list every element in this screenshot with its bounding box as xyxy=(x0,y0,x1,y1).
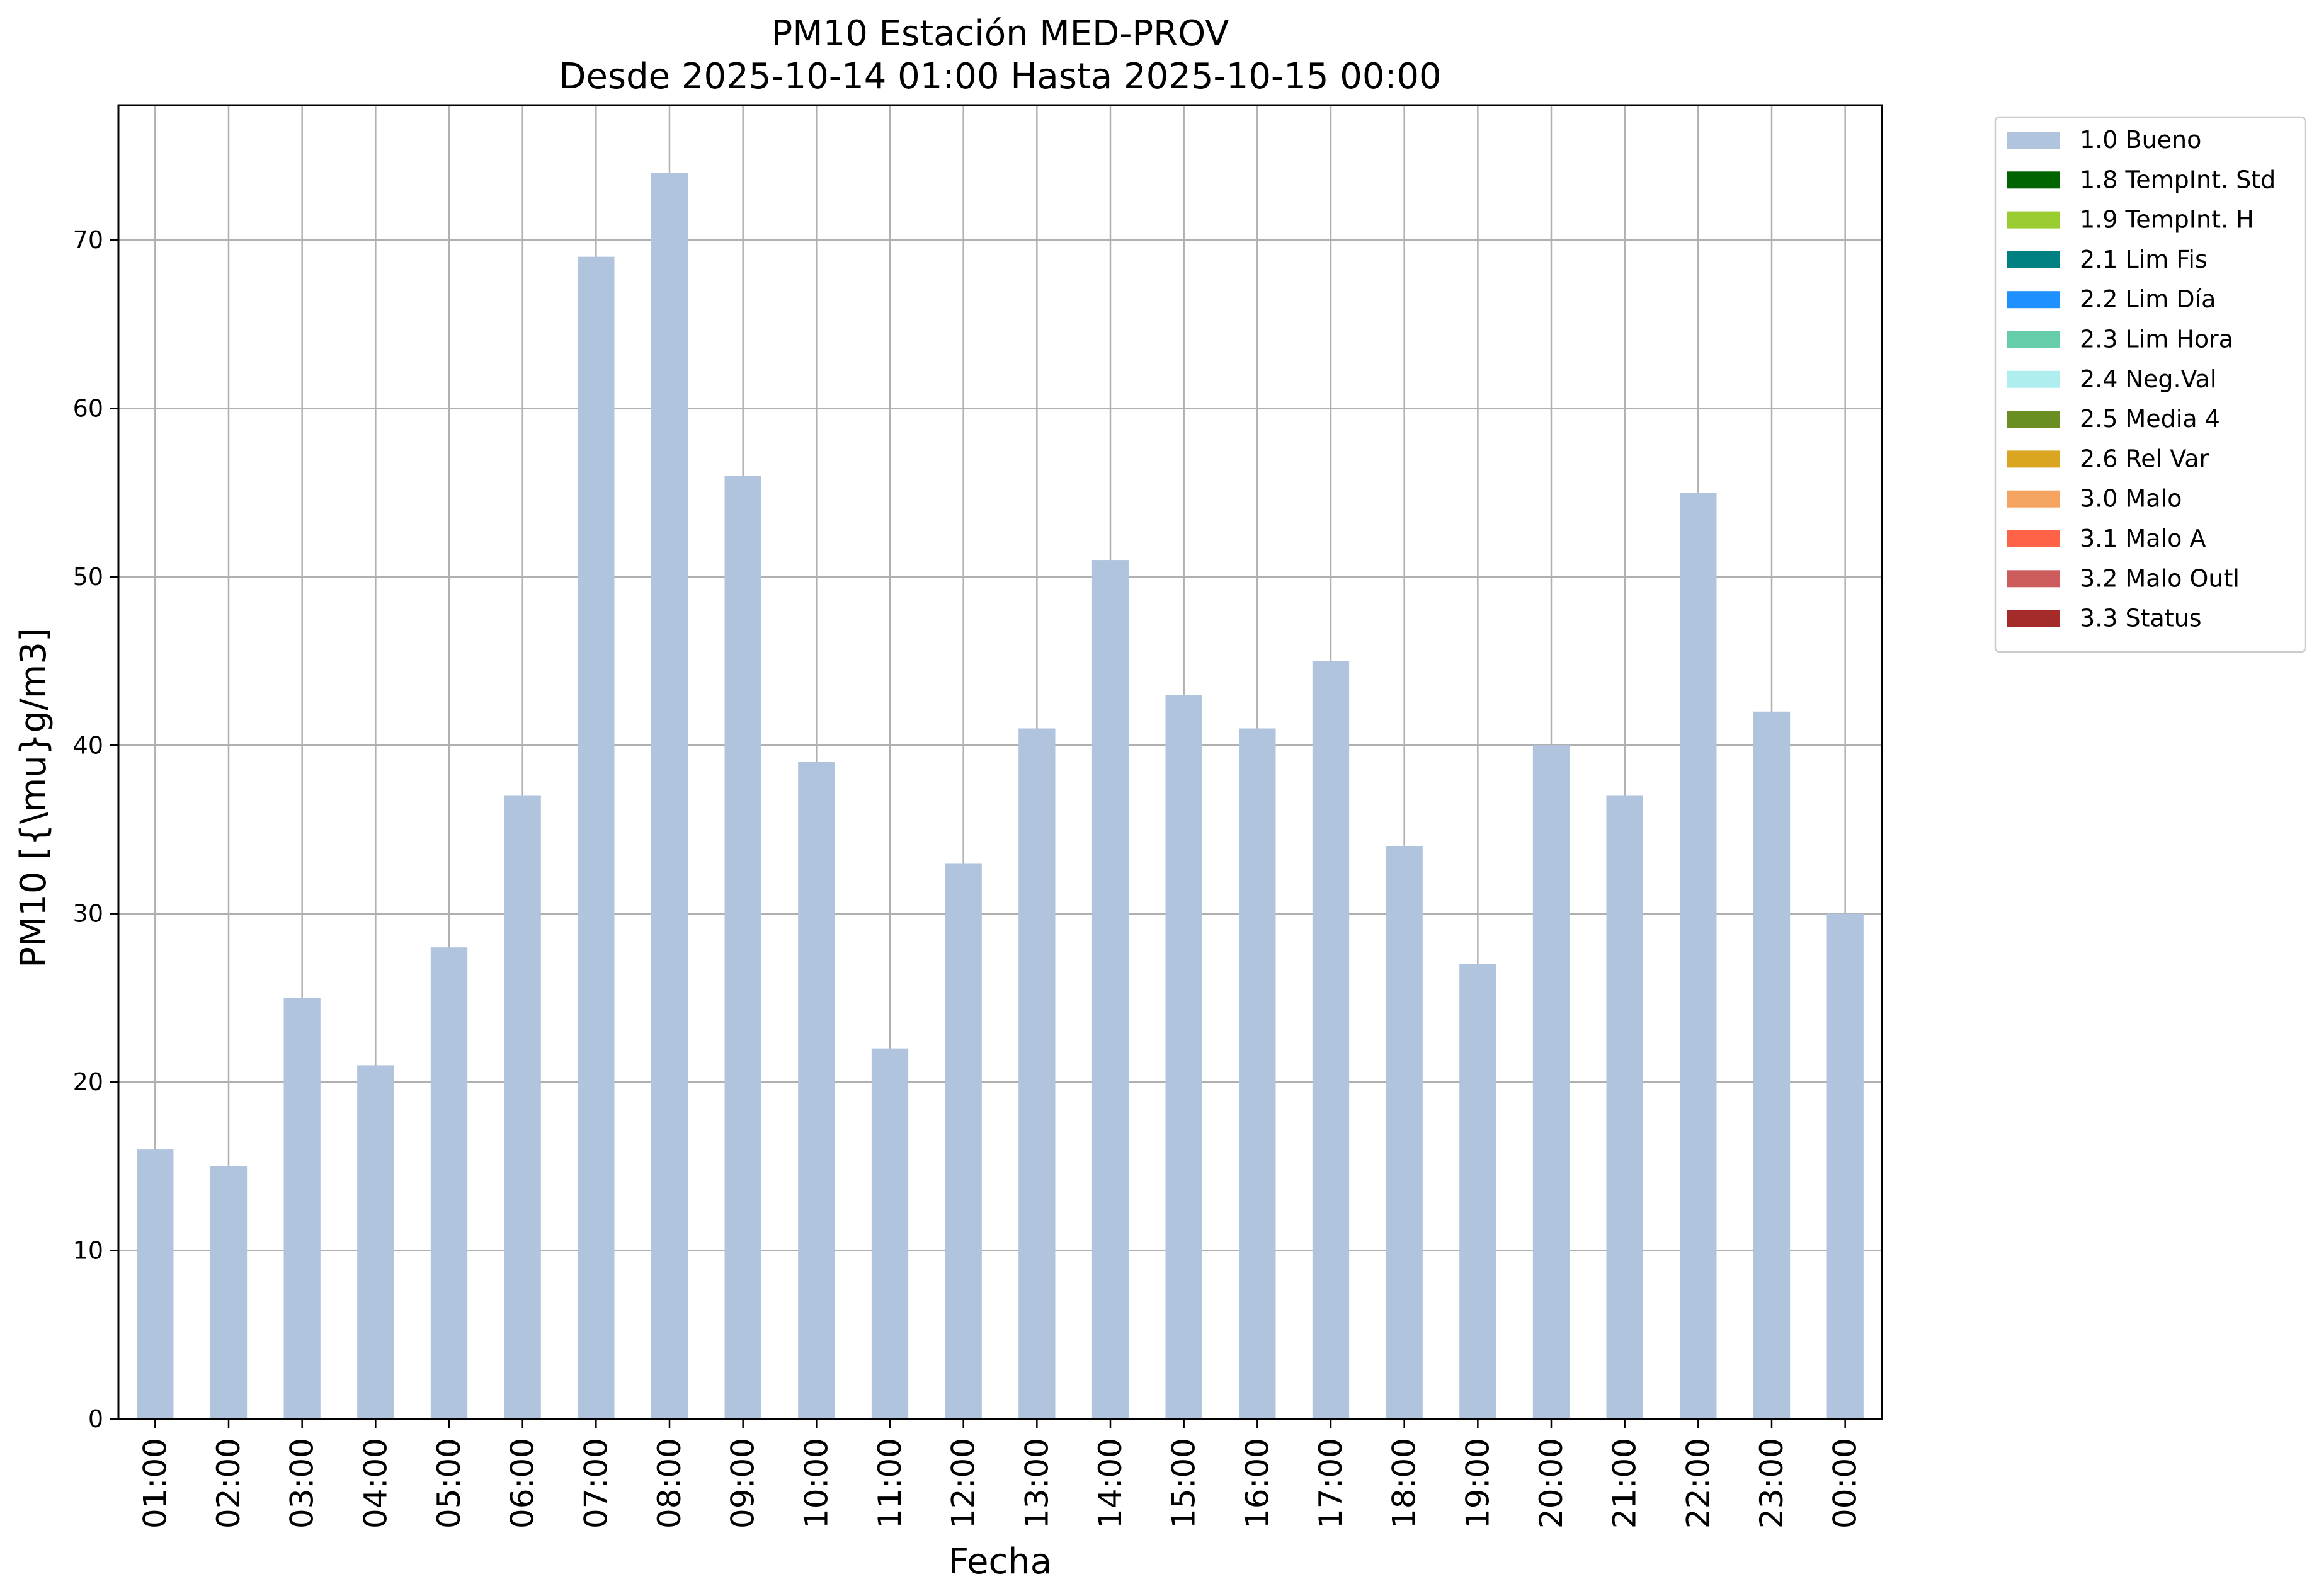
bar-05:00 xyxy=(430,947,468,1419)
bar-12:00 xyxy=(945,863,982,1419)
legend: 1.0 Bueno 1.8 TempInt. Std 1.9 TempInt. H 2… xyxy=(1994,116,2306,653)
x-tick-label: 14:00 xyxy=(1092,1438,1129,1529)
x-tick-label: 19:00 xyxy=(1459,1438,1496,1529)
legend-label: 1.9 TempInt. H xyxy=(2080,206,2254,234)
legend-label: 2.2 Lim Día xyxy=(2080,285,2216,313)
bar-06:00 xyxy=(504,795,541,1419)
legend-label: 2.6 Rel Var xyxy=(2080,445,2209,472)
legend-swatch xyxy=(2007,370,2060,388)
legend-box xyxy=(1994,116,2306,653)
bar-13:00 xyxy=(1018,728,1056,1419)
x-tick-label: 20:00 xyxy=(1533,1438,1570,1529)
chart-subtitle: Desde 2025-10-14 01:00 Hasta 2025-10-15 … xyxy=(559,56,1441,97)
x-tick-label: 22:00 xyxy=(1680,1438,1716,1529)
legend-swatch xyxy=(2007,610,2060,627)
x-tick-label: 07:00 xyxy=(578,1438,614,1529)
y-axis-label: PM10 [{\mu}g/m3] xyxy=(13,628,54,968)
legend-label: 3.2 Malo Outl xyxy=(2080,564,2240,592)
x-tick-label: 17:00 xyxy=(1313,1438,1349,1529)
x-tick-label: 06:00 xyxy=(504,1438,541,1529)
x-tick-label: 23:00 xyxy=(1753,1438,1790,1529)
bars xyxy=(137,172,1864,1420)
x-tick-label: 05:00 xyxy=(431,1438,467,1529)
y-tick-label: 10 xyxy=(73,1237,103,1265)
x-tick-label: 18:00 xyxy=(1386,1438,1423,1529)
bar-16:00 xyxy=(1239,728,1276,1419)
x-tick-label: 15:00 xyxy=(1166,1438,1202,1529)
y-tick-label: 60 xyxy=(73,394,103,422)
bar-18:00 xyxy=(1386,846,1423,1419)
x-tick-label: 09:00 xyxy=(725,1438,761,1529)
legend-swatch xyxy=(2007,411,2060,428)
y-axis-ticks: 0 10 20 30 40 50 60 70 xyxy=(73,226,118,1433)
x-tick-label: 12:00 xyxy=(945,1438,982,1529)
legend-swatch xyxy=(2007,251,2060,268)
chart-title: PM10 Estación MED-PROV xyxy=(772,13,1229,54)
y-tick-label: 50 xyxy=(73,563,103,591)
x-tick-label: 04:00 xyxy=(357,1438,394,1529)
legend-swatch xyxy=(2007,211,2060,229)
bar-21:00 xyxy=(1606,795,1643,1419)
bar-17:00 xyxy=(1312,661,1350,1419)
bar-01:00 xyxy=(137,1149,174,1419)
bar-19:00 xyxy=(1459,964,1496,1419)
bar-10:00 xyxy=(798,762,835,1419)
y-tick-label: 30 xyxy=(73,900,103,928)
x-tick-label: 13:00 xyxy=(1018,1438,1055,1529)
x-tick-label: 10:00 xyxy=(798,1438,835,1529)
legend-label: 2.3 Lim Hora xyxy=(2080,326,2233,353)
legend-swatch xyxy=(2007,331,2060,348)
x-tick-label: 00:00 xyxy=(1827,1438,1864,1529)
legend-swatch xyxy=(2007,450,2060,468)
bar-14:00 xyxy=(1091,560,1129,1419)
bar-02:00 xyxy=(210,1166,248,1419)
bar-23:00 xyxy=(1753,711,1791,1419)
y-tick-label: 70 xyxy=(73,226,103,254)
bar-08:00 xyxy=(651,172,688,1419)
x-tick-label: 03:00 xyxy=(284,1438,321,1529)
bar-03:00 xyxy=(283,998,321,1419)
legend-swatch xyxy=(2007,171,2060,189)
y-tick-label: 40 xyxy=(73,731,103,759)
legend-label: 1.0 Bueno xyxy=(2080,126,2201,154)
bar-20:00 xyxy=(1532,745,1570,1419)
x-tick-label: 02:00 xyxy=(210,1438,247,1529)
legend-swatch xyxy=(2007,530,2060,547)
legend-swatch xyxy=(2007,490,2060,508)
bar-09:00 xyxy=(724,476,761,1420)
x-tick-label: 01:00 xyxy=(137,1438,173,1529)
legend-label: 3.0 Malo xyxy=(2080,485,2182,513)
plot-frame xyxy=(117,104,1883,1420)
bar-04:00 xyxy=(357,1065,394,1419)
x-tick-label: 11:00 xyxy=(872,1438,908,1529)
legend-label: 2.1 Lim Fis xyxy=(2080,246,2208,273)
bar-22:00 xyxy=(1680,493,1717,1419)
x-axis-label: Fecha xyxy=(949,1541,1052,1582)
bar-11:00 xyxy=(871,1048,909,1419)
legend-label: 3.1 Malo A xyxy=(2080,525,2206,552)
bar-15:00 xyxy=(1165,695,1202,1419)
legend-label: 1.8 TempInt. Std xyxy=(2080,166,2276,193)
x-tick-label: 21:00 xyxy=(1607,1438,1643,1529)
legend-label: 2.5 Media 4 xyxy=(2080,405,2220,433)
legend-swatch xyxy=(2007,291,2060,309)
bar-00:00 xyxy=(1826,913,1864,1419)
legend-swatch xyxy=(2007,132,2060,149)
y-tick-label: 20 xyxy=(73,1068,103,1096)
x-axis-ticks: 01:00 02:00 03:00 04:00 05:00 06:00 07:00 08:00… xyxy=(137,1419,1864,1529)
x-tick-label: 08:00 xyxy=(651,1438,688,1529)
y-tick-label: 0 xyxy=(88,1405,103,1433)
legend-label: 2.4 Neg.Val xyxy=(2080,365,2216,393)
legend-label: 3.3 Status xyxy=(2080,605,2202,632)
bar-07:00 xyxy=(578,256,615,1419)
x-tick-label: 16:00 xyxy=(1239,1438,1275,1529)
legend-swatch xyxy=(2007,570,2060,588)
